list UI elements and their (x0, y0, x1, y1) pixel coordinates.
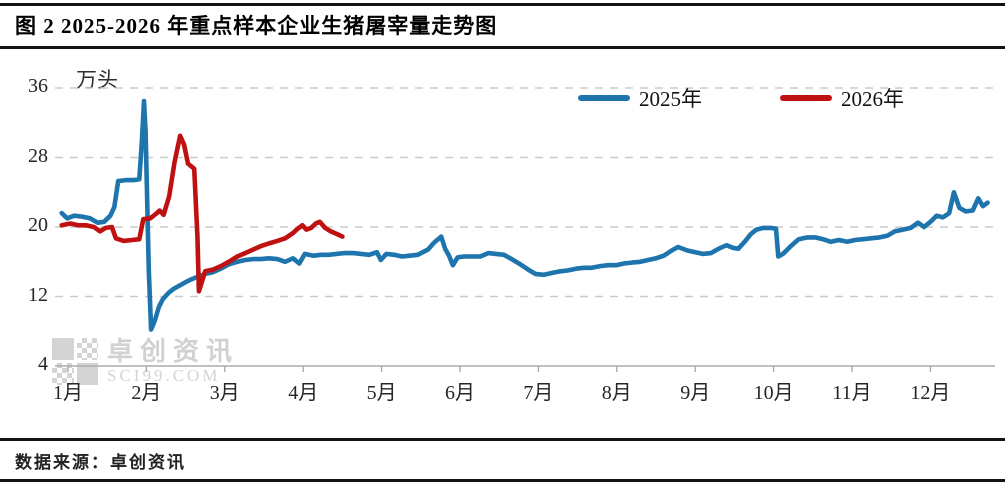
x-tick-label: 12月 (910, 382, 951, 404)
footer-top-rule (0, 438, 1005, 441)
x-tick-label: 1月 (53, 382, 83, 404)
x-tick-label: 11月 (832, 382, 872, 404)
legend-item-2025: 2025年 (578, 83, 702, 113)
watermark-site: SCI99.COM (107, 366, 221, 385)
x-tick-label: 10月 (753, 382, 794, 404)
legend-label: 2026年 (841, 87, 904, 111)
legend-line-swatch-icon (578, 95, 630, 101)
watermark-name: 卓创资讯 (107, 337, 240, 366)
legend-item-2026: 2026年 (780, 83, 904, 113)
x-tick-label: 9月 (680, 382, 711, 404)
legend-line-swatch-icon (780, 95, 832, 101)
figure-title: 图 2 2025-2026 年重点样本企业生猪屠宰量走势图 (15, 14, 498, 38)
y-axis-unit-label: 万头 (76, 68, 118, 92)
y-tick-label: 20 (28, 214, 48, 236)
x-tick-label: 8月 (601, 382, 632, 404)
y-tick-label: 4 (38, 353, 48, 375)
legend-label: 2025年 (639, 87, 702, 111)
title-underline (0, 46, 1005, 49)
watermark: 卓创资讯 SCI99.COM (52, 338, 239, 386)
x-tick-label: 4月 (288, 382, 319, 404)
chart-legend: 2025年 2026年 (578, 83, 904, 113)
data-source: 数据来源：卓创资讯 (15, 453, 186, 472)
x-tick-label: 5月 (366, 382, 397, 404)
chart-area: 卓创资讯 SCI99.COM 万头 2025年 2026年 4 12 20 28 36 1月… (0, 50, 1005, 430)
y-tick-label: 36 (28, 75, 48, 97)
y-tick-label: 28 (28, 144, 48, 167)
y-tick-label: 12 (28, 283, 48, 306)
top-rule (0, 3, 1005, 6)
x-tick-label: 6月 (445, 382, 475, 404)
footer-bottom-rule (0, 479, 1005, 482)
x-tick-label: 2月 (131, 382, 162, 404)
x-tick-label: 3月 (209, 382, 240, 404)
x-tick-label: 7月 (523, 382, 554, 404)
